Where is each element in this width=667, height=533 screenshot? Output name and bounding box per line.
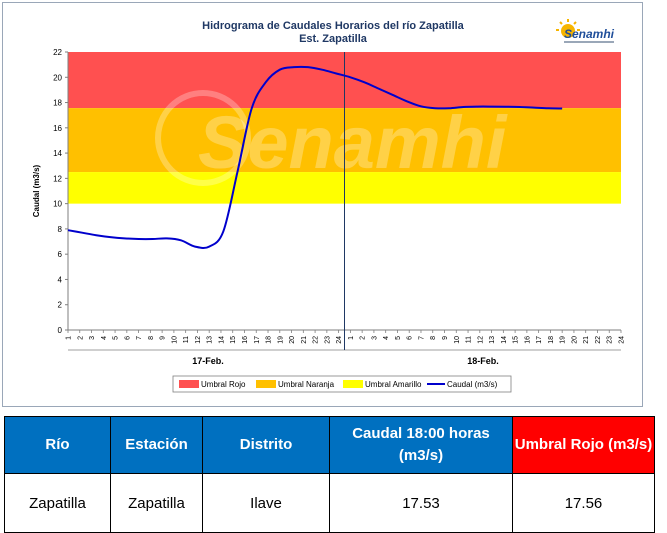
x-tick-label: 18 bbox=[548, 336, 555, 344]
x-tick-label: 12 bbox=[477, 336, 484, 344]
x-tick-label: 1 bbox=[348, 336, 355, 340]
x-tick-label: 13 bbox=[207, 336, 214, 344]
x-tick-label: 21 bbox=[583, 336, 590, 344]
y-tick-label: 16 bbox=[53, 124, 62, 133]
x-tick-label: 23 bbox=[607, 336, 614, 344]
y-tick-label: 20 bbox=[53, 73, 62, 82]
x-tick-label: 7 bbox=[418, 336, 425, 340]
y-tick-label: 22 bbox=[53, 48, 62, 57]
table-row: Zapatilla Zapatilla Ilave 17.53 17.56 bbox=[4, 473, 655, 533]
senamhi-logo: Senamhi bbox=[556, 19, 615, 43]
x-tick-label: 8 bbox=[430, 336, 437, 340]
logo-text: Senamhi bbox=[564, 27, 615, 41]
series-line-caudal bbox=[67, 65, 563, 249]
x-tick-label: 4 bbox=[383, 336, 390, 340]
y-axis-label: Caudal (m3/s) bbox=[32, 164, 41, 217]
x-tick-label: 6 bbox=[124, 336, 131, 340]
x-tick-label: 4 bbox=[101, 336, 108, 340]
y-tick-label: 6 bbox=[58, 250, 63, 259]
header-estacion: Estación bbox=[110, 416, 203, 474]
cell-umbral-rojo: 17.56 bbox=[512, 473, 655, 533]
cell-estacion: Zapatilla bbox=[110, 473, 203, 533]
x-tick-label: 24 bbox=[619, 336, 626, 344]
x-tick-label: 10 bbox=[171, 336, 178, 344]
legend-swatch-amarillo bbox=[343, 380, 363, 388]
x-tick-label: 22 bbox=[313, 336, 320, 344]
x-tick-label: 6 bbox=[407, 336, 414, 340]
y-tick-label: 2 bbox=[58, 301, 63, 310]
x-tick-label: 18 bbox=[266, 336, 273, 344]
chart-subtitle: Est. Zapatilla bbox=[299, 33, 368, 45]
x-tick-label: 24 bbox=[336, 336, 343, 344]
x-tick-label: 19 bbox=[560, 336, 567, 344]
x-tick-label: 17 bbox=[536, 336, 543, 344]
sun-icon bbox=[556, 19, 580, 38]
legend-label-amarillo: Umbral Amarillo bbox=[365, 380, 422, 389]
table-header-row: Río Estación Distrito Caudal 18:00 horas… bbox=[4, 416, 655, 474]
senamhi-watermark: Senamhi bbox=[155, 90, 508, 186]
cell-distrito: Ilave bbox=[202, 473, 330, 533]
x-tick-label: 5 bbox=[395, 336, 402, 340]
x-tick-label: 2 bbox=[360, 336, 367, 340]
y-tick-label: 0 bbox=[58, 326, 63, 335]
x-tick-label: 3 bbox=[89, 336, 96, 340]
x-tick-label: 15 bbox=[513, 336, 520, 344]
x-tick-label: 14 bbox=[218, 336, 225, 344]
x-tick-label: 20 bbox=[289, 336, 296, 344]
x-tick-label: 17 bbox=[254, 336, 261, 344]
y-tick-label: 4 bbox=[58, 275, 63, 284]
legend-swatch-naranja bbox=[256, 380, 276, 388]
chart-title: Hidrograma de Caudales Horarios del río … bbox=[202, 20, 465, 32]
header-rio: Río bbox=[4, 416, 111, 474]
y-tick-label: 14 bbox=[53, 149, 62, 158]
x-tick-label: 16 bbox=[524, 336, 531, 344]
day-label-18-feb: 18-Feb. bbox=[467, 356, 499, 366]
legend-label-rojo: Umbral Rojo bbox=[201, 380, 246, 389]
day-label-17-feb: 17-Feb. bbox=[192, 356, 224, 366]
x-tick-label: 9 bbox=[442, 336, 449, 340]
x-tick-label: 12 bbox=[195, 336, 202, 344]
x-tick-label: 5 bbox=[113, 336, 120, 340]
y-tick-label: 12 bbox=[53, 174, 62, 183]
y-tick-label: 10 bbox=[53, 200, 62, 209]
x-tick-label: 7 bbox=[136, 336, 143, 340]
legend-label-naranja: Umbral Naranja bbox=[278, 380, 335, 389]
x-tick-label: 11 bbox=[183, 336, 190, 343]
x-tick-label: 9 bbox=[160, 336, 167, 340]
x-tick-label: 20 bbox=[571, 336, 578, 344]
x-tick-label: 23 bbox=[324, 336, 331, 344]
x-tick-label: 8 bbox=[148, 336, 155, 340]
x-tick-label: 19 bbox=[277, 336, 284, 344]
x-tick-label: 11 bbox=[466, 336, 473, 343]
x-tick-label: 13 bbox=[489, 336, 496, 344]
header-umbral-rojo: Umbral Rojo (m3/s) bbox=[512, 416, 655, 474]
cell-caudal: 17.53 bbox=[329, 473, 513, 533]
cell-rio: Zapatilla bbox=[4, 473, 111, 533]
x-tick-label: 10 bbox=[454, 336, 461, 344]
x-tick-label: 2 bbox=[77, 336, 84, 340]
x-tick-label: 22 bbox=[595, 336, 602, 344]
header-distrito: Distrito bbox=[202, 416, 330, 474]
x-tick-label: 16 bbox=[242, 336, 249, 344]
legend-label-caudal: Caudal (m3/s) bbox=[447, 380, 498, 389]
y-tick-label: 8 bbox=[58, 225, 63, 234]
x-tick-label: 14 bbox=[501, 336, 508, 344]
x-tick-label: 3 bbox=[371, 336, 378, 340]
y-tick-label: 18 bbox=[53, 99, 62, 108]
x-tick-label: 15 bbox=[230, 336, 237, 344]
info-table: Río Estación Distrito Caudal 18:00 horas… bbox=[4, 416, 655, 533]
header-caudal: Caudal 18:00 horas (m3/s) bbox=[329, 416, 513, 474]
legend-swatch-rojo bbox=[179, 380, 199, 388]
chart-frame: Senamhi 0 2 4 6 8 10 12 14 16 18 20 22 1 2 3 4 5 6 7 8 9 10 1… bbox=[2, 2, 643, 407]
chart-legend: Umbral Rojo Umbral Naranja Umbral Amaril… bbox=[172, 375, 512, 393]
x-tick-label: 1 bbox=[66, 336, 73, 340]
x-tick-label: 21 bbox=[301, 336, 308, 344]
